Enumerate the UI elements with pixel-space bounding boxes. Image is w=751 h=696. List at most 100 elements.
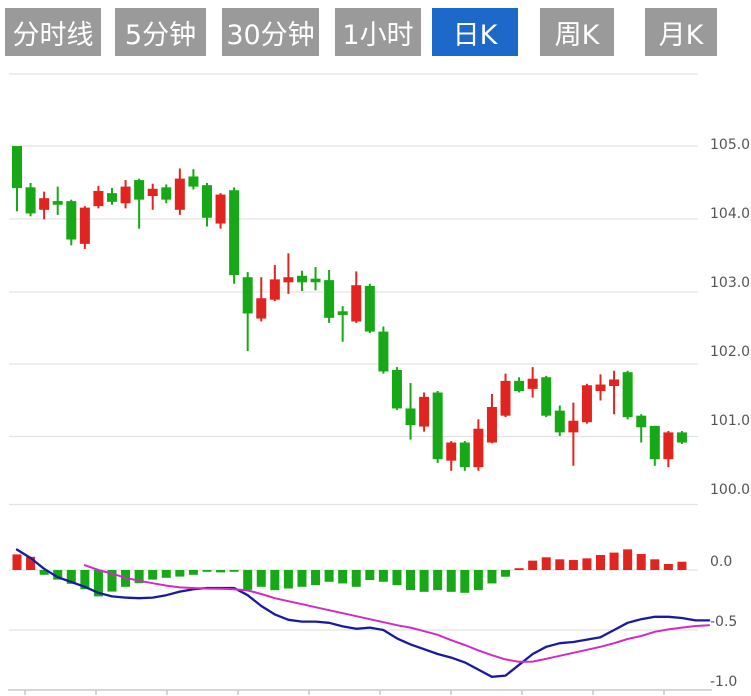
candle-body xyxy=(568,420,579,433)
candle-body xyxy=(161,187,172,200)
macd-histogram-bar xyxy=(66,570,76,584)
macd-histogram-bar xyxy=(256,570,266,587)
macd-histogram-bar xyxy=(609,552,619,570)
macd-blue-line xyxy=(15,548,711,678)
candle-body xyxy=(391,370,402,409)
macd-histogram-bar xyxy=(636,554,646,570)
macd-histogram-bar xyxy=(12,554,22,570)
tab-timeline[interactable]: 分时线 xyxy=(5,8,101,56)
macd-axis-label: -1.0 xyxy=(710,674,737,690)
tab-label: 5分钟 xyxy=(124,19,197,51)
candle-body xyxy=(79,207,90,244)
macd-histogram-bar xyxy=(311,570,321,586)
macd-histogram-bar xyxy=(446,570,456,592)
macd-histogram-bar xyxy=(93,570,103,597)
candle-body xyxy=(405,408,416,426)
candle-body xyxy=(419,396,430,427)
candle-body xyxy=(527,378,538,389)
candle-body xyxy=(66,201,77,240)
macd-histogram-bar xyxy=(378,570,388,582)
candle-body xyxy=(486,407,497,443)
macd-histogram-bar xyxy=(528,560,538,570)
candle-body xyxy=(378,331,389,372)
tab-5min[interactable]: 5分钟 xyxy=(115,8,206,56)
candle-body xyxy=(622,372,633,418)
macd-histogram-bar xyxy=(229,570,239,572)
macd-histogram-bar xyxy=(650,559,660,570)
macd-histogram-bar xyxy=(596,555,606,570)
tab-monthly-k[interactable]: 月K xyxy=(645,8,717,56)
macd-histogram-bar xyxy=(148,570,158,580)
macd-histogram-bar xyxy=(677,561,687,570)
macd-histogram-bar xyxy=(541,557,551,570)
macd-magenta-line xyxy=(83,564,711,663)
tab-1hour[interactable]: 1小时 xyxy=(335,8,421,56)
macd-histogram-bar xyxy=(365,570,375,581)
macd-histogram-bar xyxy=(392,570,402,586)
candle-body xyxy=(636,415,647,428)
macd-histogram-bar xyxy=(26,556,36,570)
macd-histogram-bar xyxy=(501,570,511,577)
price-axis-label: 103.0 xyxy=(710,275,750,291)
candle-body xyxy=(52,201,63,205)
macd-histogram-bar xyxy=(406,570,416,591)
candle-body xyxy=(364,285,375,332)
macd-histogram-bar xyxy=(338,570,348,584)
macd-histogram-bar xyxy=(80,570,90,590)
macd-histogram-bar xyxy=(555,559,565,570)
tab-30min[interactable]: 30分钟 xyxy=(222,8,319,56)
period-tabbar: 分时线 5分钟 30分钟 1小时 日K 周K 月K xyxy=(0,0,751,60)
macd-histogram-bar xyxy=(514,568,524,570)
macd-histogram-bar xyxy=(53,570,63,580)
macd-histogram-bar xyxy=(175,570,185,577)
candle-body xyxy=(310,278,321,283)
tab-label: 日K xyxy=(452,19,498,51)
candle-body xyxy=(134,180,145,200)
macd-histogram-bar xyxy=(351,570,361,587)
candle-body xyxy=(269,279,280,300)
candle-body xyxy=(201,185,212,218)
candle-body xyxy=(283,277,294,283)
tab-label: 周K xyxy=(554,19,600,51)
macd-axis-label: 0.0 xyxy=(710,554,732,570)
candle-body xyxy=(663,432,674,460)
tab-label: 月K xyxy=(658,19,704,51)
macd-histogram-bar xyxy=(419,570,429,592)
macd-histogram-bar xyxy=(270,570,280,591)
candle-body xyxy=(649,425,660,460)
candle-body xyxy=(93,190,104,207)
candle-body xyxy=(25,187,36,214)
candle-body xyxy=(500,380,511,416)
candle-body xyxy=(514,380,525,392)
macd-histogram-bar xyxy=(473,570,483,591)
candle-body xyxy=(296,275,307,283)
macd-histogram-bar xyxy=(663,564,673,570)
macd-histogram-bar xyxy=(487,570,497,584)
macd-histogram-bar xyxy=(297,570,307,587)
macd-histogram-bar xyxy=(39,570,49,575)
candle-body xyxy=(12,146,22,189)
price-axis-label: 101.0 xyxy=(710,413,750,429)
macd-histogram-bar xyxy=(582,558,592,570)
macd-histogram-bar xyxy=(243,570,253,590)
candle-body xyxy=(324,280,335,318)
macd-histogram-bar xyxy=(283,570,293,589)
candle-body xyxy=(242,277,253,314)
tab-daily-k[interactable]: 日K xyxy=(432,8,518,56)
macd-histogram-bar xyxy=(161,570,171,578)
candle-body xyxy=(595,384,606,392)
macd-histogram-bar xyxy=(460,570,470,593)
candle-body xyxy=(432,392,443,460)
tab-label: 30分钟 xyxy=(226,19,315,51)
price-axis-label: 104.0 xyxy=(710,206,750,222)
candle-body xyxy=(473,428,484,468)
tab-weekly-k[interactable]: 周K xyxy=(540,8,614,56)
candle-body xyxy=(256,298,267,319)
candle-body xyxy=(459,442,470,468)
candle-body xyxy=(39,198,50,210)
macd-axis-label: -0.5 xyxy=(710,614,737,630)
candle-body xyxy=(188,176,199,187)
candle-body xyxy=(229,190,240,276)
